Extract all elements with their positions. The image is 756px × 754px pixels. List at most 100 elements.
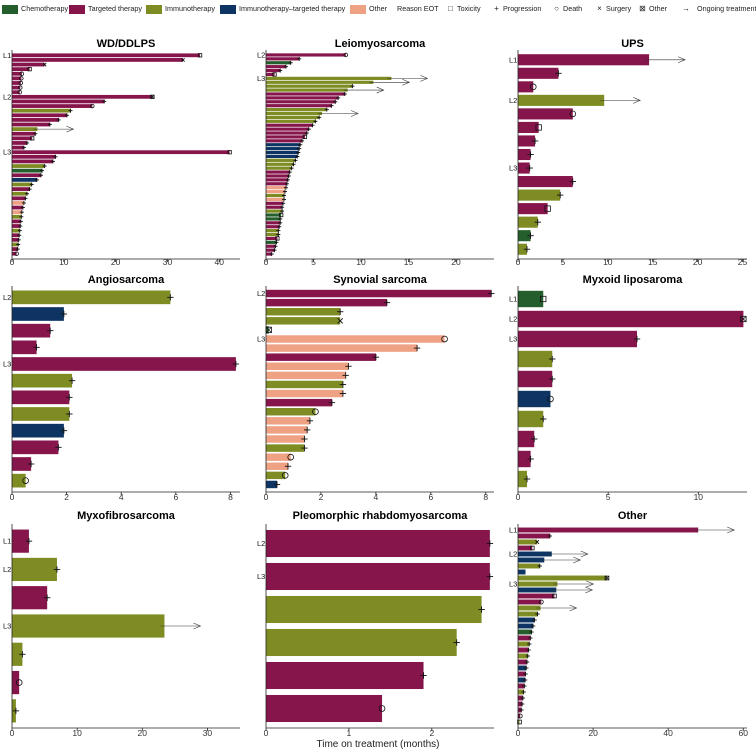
x-tick-label: 5 (606, 492, 611, 502)
bar (266, 371, 346, 380)
bar (518, 527, 699, 533)
toxicity-marker (540, 295, 547, 303)
surgery-marker (337, 317, 344, 324)
bar (518, 430, 535, 448)
bar (266, 150, 299, 155)
panel-title: Other (618, 510, 648, 522)
bar (266, 100, 336, 104)
level-label: L2 (3, 293, 11, 302)
bar (266, 244, 276, 248)
bar (266, 92, 345, 96)
bar (518, 623, 534, 629)
x-tick-label: 6 (173, 492, 178, 502)
surgery-marker (535, 539, 540, 545)
bar (266, 170, 290, 174)
x-tick-label: 20 (693, 257, 703, 267)
death-marker (287, 453, 295, 461)
bar (12, 159, 53, 164)
bar (518, 390, 551, 408)
bar (12, 53, 201, 58)
bar (266, 229, 279, 233)
bar (266, 529, 490, 558)
level-label: L3 (509, 580, 517, 589)
death-marker (281, 472, 289, 479)
ongoing-arrow (569, 604, 578, 612)
bar (266, 154, 298, 159)
bar (266, 628, 457, 657)
bar (12, 67, 30, 72)
level-label: L2 (509, 550, 517, 559)
x-tick-label: 1 (347, 728, 352, 738)
legend-label: Toxicity (457, 4, 481, 13)
bar (266, 104, 332, 108)
bar (518, 569, 526, 575)
bar (12, 164, 45, 168)
panel-other: Other L1 L2 L3 0 20 40 60 (509, 510, 748, 738)
other-marker (150, 94, 155, 99)
ongoing-arrow (350, 110, 359, 117)
bar (12, 586, 48, 610)
bar (12, 62, 45, 67)
panel-title: Myxofibrosarcoma (77, 510, 176, 522)
ongoing-arrow (66, 125, 75, 133)
bar (12, 237, 19, 242)
bar (266, 480, 277, 489)
bar (518, 54, 650, 66)
bar (518, 94, 605, 106)
death-marker (529, 83, 537, 91)
x-tick-label: 0 (516, 492, 521, 502)
bar (266, 595, 482, 624)
bar (518, 135, 536, 147)
bar (518, 410, 544, 428)
level-label: L3 (509, 335, 517, 344)
bar (518, 203, 548, 215)
legend-label: Surgery (606, 4, 632, 13)
bar (518, 611, 538, 617)
bar (518, 176, 573, 188)
toxicity-marker (197, 53, 203, 58)
bar (518, 587, 557, 593)
death-marker (538, 599, 544, 605)
bar (12, 423, 64, 438)
level-label: L1 (509, 295, 517, 304)
bar (12, 150, 230, 155)
death-marker (547, 395, 554, 403)
panel-title: WD/DDLPS (97, 38, 156, 50)
bar (12, 81, 21, 85)
legend-symbol-icon: + (494, 4, 499, 14)
bar (266, 143, 301, 147)
bar (266, 88, 348, 92)
bar (266, 186, 286, 190)
bar (12, 214, 22, 219)
toxicity-marker (529, 545, 535, 551)
toxicity-marker (302, 134, 308, 140)
bar (518, 350, 553, 368)
bar (12, 670, 20, 695)
bar (266, 317, 341, 325)
x-tick-label: 0 (10, 492, 15, 502)
x-tick-label: 5 (561, 257, 566, 267)
x-tick-label: 2 (319, 492, 324, 502)
bar (266, 65, 286, 69)
x-tick-label: 20 (138, 728, 148, 738)
bar (266, 661, 424, 690)
x-tick-label: 8 (228, 492, 233, 502)
bar (266, 57, 300, 61)
toxicity-marker (552, 593, 557, 599)
panel-title: Leiomyosarcoma (335, 38, 426, 50)
bar (518, 470, 528, 488)
bar (266, 217, 281, 221)
bar (12, 104, 93, 108)
toxicity-marker (272, 72, 277, 77)
bar (518, 575, 607, 581)
legend-symbol-icon: × (597, 4, 602, 14)
bar (266, 96, 339, 100)
bar (266, 84, 353, 88)
legend-swatch (146, 4, 162, 14)
legend-symbol-icon: □ (448, 4, 453, 14)
x-tick-label: 4 (119, 492, 124, 502)
bar (266, 68, 281, 73)
bar (266, 193, 285, 198)
bar (12, 201, 24, 205)
